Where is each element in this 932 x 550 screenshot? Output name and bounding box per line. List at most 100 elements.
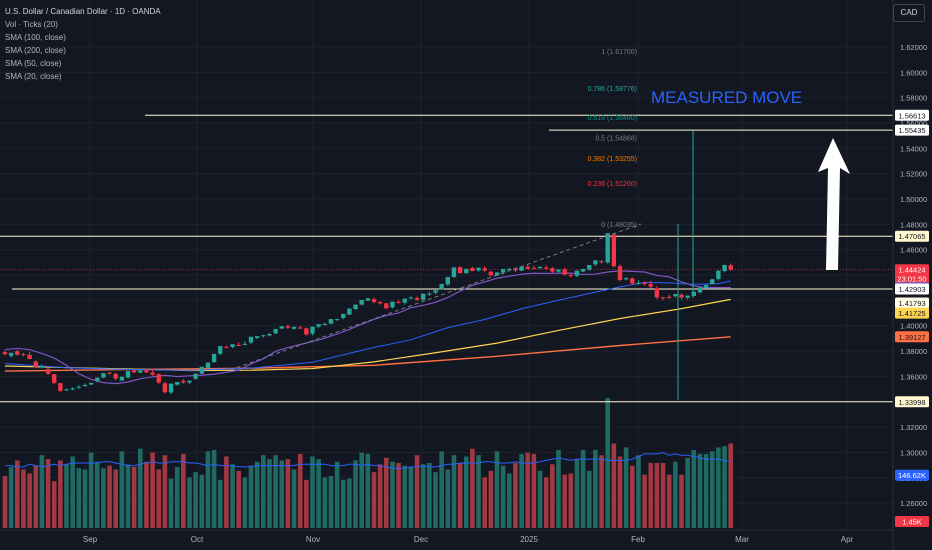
candle	[242, 341, 248, 346]
volume-bar	[660, 463, 666, 528]
volume-bar	[217, 479, 223, 528]
price-label-box	[895, 264, 929, 276]
candle	[691, 291, 696, 297]
volume-bar	[488, 470, 494, 528]
candle	[224, 345, 229, 349]
candle-body	[421, 293, 426, 300]
time-axis[interactable]: Sep Oct Nov Dec 2025 Feb Mar Apr	[0, 529, 893, 544]
candle	[193, 373, 198, 380]
price-tick: 1.60000	[900, 68, 927, 77]
candle-body	[156, 374, 161, 383]
drawings[interactable]: MEASURED MOVE	[229, 88, 850, 400]
candle-body	[82, 384, 88, 387]
volume-bar	[457, 463, 463, 528]
candle	[488, 270, 494, 276]
candle-body	[242, 343, 248, 345]
candle	[113, 372, 118, 381]
volume-bar	[396, 463, 401, 528]
time-tick: Dec	[414, 535, 428, 544]
price-label: 1.47065	[898, 232, 925, 241]
volume-bar	[297, 453, 303, 528]
sma200-line	[4, 336, 731, 372]
volume-bar	[21, 469, 26, 528]
candle-body	[587, 265, 592, 270]
candle-body	[427, 293, 432, 295]
price-axis[interactable]: 1.62000 1.60000 1.58000 1.56000 1.54000 1.520…	[892, 0, 932, 550]
candle-body	[58, 383, 63, 391]
candle-body	[291, 327, 297, 329]
volume-bar	[242, 477, 248, 528]
price-tick: 1.62000	[900, 43, 927, 52]
candle	[39, 364, 45, 369]
price-tick: 1.48000	[900, 220, 927, 229]
indicator-sma100[interactable]: SMA (100, close)	[5, 33, 66, 42]
fib-label: 0.786 (1.58776)	[588, 86, 637, 93]
volume-bar	[500, 465, 506, 528]
fib-label: 0 (1.48035)	[601, 222, 637, 229]
candle	[175, 381, 180, 386]
indicator-volume[interactable]: Vol · Ticks (20)	[5, 20, 58, 29]
indicator-sma50[interactable]: SMA (50, close)	[5, 59, 62, 68]
volume-bar	[58, 460, 63, 528]
candle-body	[716, 270, 721, 279]
candle-body	[224, 346, 229, 348]
candle	[439, 283, 444, 291]
fib-label: 0.382 (1.53255)	[588, 156, 637, 163]
candle-body	[623, 278, 629, 280]
candle	[365, 297, 371, 301]
candle-body	[599, 261, 604, 263]
candle-body	[445, 276, 450, 285]
candle	[304, 327, 309, 336]
candle	[76, 385, 81, 389]
volume-bars	[2, 398, 733, 528]
price-tick: 1.56000	[900, 119, 927, 128]
indicator-sma200[interactable]: SMA (200, close)	[5, 46, 66, 55]
candle-body	[45, 368, 51, 374]
candle-body	[660, 297, 666, 299]
candle	[679, 293, 684, 300]
price-label-box	[895, 124, 929, 136]
time-tick: Nov	[306, 535, 320, 544]
currency-button[interactable]: CAD	[893, 4, 925, 22]
price-label: 23:01:50	[897, 275, 926, 284]
candle	[254, 336, 260, 340]
candle-body	[39, 366, 45, 368]
candle-body	[181, 380, 186, 383]
candle-body	[168, 383, 174, 393]
candle	[33, 360, 38, 369]
volume-bar	[51, 481, 57, 528]
volume-bar	[371, 472, 377, 528]
up-arrow-icon	[818, 138, 850, 270]
candle	[445, 276, 450, 287]
candle-body	[52, 374, 57, 383]
indicator-sma20[interactable]: SMA (20, close)	[5, 72, 62, 81]
price-label: 1.44424	[898, 266, 925, 275]
candle-body	[322, 323, 327, 325]
candle-body	[304, 328, 309, 335]
price-tick: 1.30000	[900, 448, 927, 457]
candle	[95, 377, 100, 383]
candle	[230, 344, 235, 349]
candle	[45, 368, 51, 375]
volume-bar	[119, 451, 125, 528]
volume-bar	[716, 447, 721, 528]
candle-body	[617, 266, 623, 281]
volume-bar	[377, 464, 383, 528]
candle	[531, 265, 537, 270]
candle-body	[384, 303, 389, 309]
candle	[728, 263, 733, 271]
candle-body	[175, 381, 180, 385]
candle	[519, 266, 524, 272]
volume-bar	[248, 465, 254, 528]
fibonacci-retracement[interactable]: 1 (1.61700) 0.786 (1.58776) 0.618 (1.56480…	[588, 49, 637, 229]
symbol-title[interactable]: U.S. Dollar / Canadian Dollar · 1D · OAN…	[5, 7, 161, 16]
volume-bar	[605, 398, 610, 528]
horizontal-levels[interactable]	[0, 114, 893, 403]
volume-bar	[322, 477, 328, 528]
volume-bar	[199, 474, 205, 528]
candle-body	[654, 288, 660, 298]
candle	[703, 284, 709, 289]
volume-bar	[543, 477, 549, 528]
candle	[359, 300, 364, 306]
